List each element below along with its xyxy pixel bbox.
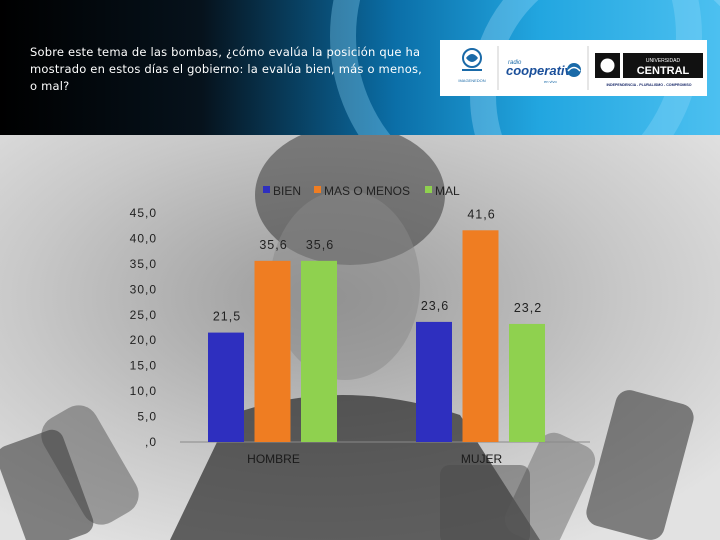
radio-sub-label: en vivo [544,79,557,84]
question-text: Sobre este tema de las bombas, ¿cómo eva… [30,45,423,93]
y-tick-label: 25,0 [130,308,157,322]
data-label: 41,6 [467,207,495,221]
left-logo: IMAGENEDON [458,48,486,83]
photo-microphone-shape [0,429,94,540]
univ-top-label: UNIVERSIDAD [646,58,681,64]
legend-swatch [425,186,432,193]
logos: IMAGENEDON radio cooperativa en vivo UNI… [458,46,703,90]
bar-mal [509,323,545,442]
y-tick-label: ,0 [145,435,157,449]
bar-bien [208,332,244,442]
radio-name: cooperativa [506,63,579,78]
x-category-label: MUJER [461,452,503,466]
bar-bien [416,321,452,442]
legend-label: MAL [435,184,460,198]
y-tick-label: 45,0 [130,206,157,220]
y-tick-label: 10,0 [130,384,157,398]
legend-label: MAS O MENOS [324,184,410,198]
y-tick-label: 40,0 [130,231,157,245]
data-label: 21,5 [213,310,241,324]
bar-mal [301,260,337,442]
y-tick-label: 30,0 [130,282,157,296]
y-tick-label: 15,0 [130,359,157,373]
univ-name: CENTRAL [637,65,690,77]
header-banner: Sobre este tema de las bombas, ¿cómo eva… [0,0,720,135]
background-photo [0,135,720,540]
univ-motto: INDEPENDENCIA - PLURALISMO - COMPROMISO [606,83,691,87]
photo-microphone-shape [41,405,139,525]
bar-mas-o-menos [462,230,499,442]
legend-swatch [314,186,321,193]
y-tick-label: 35,0 [130,257,157,271]
y-tick-label: 20,0 [130,333,157,347]
radio-small-label: radio [508,60,522,66]
legend-swatch [263,186,270,193]
x-category-label: HOMBRE [247,452,300,466]
radio-circle-icon [567,63,581,77]
data-label: 35,6 [306,238,334,252]
left-logo-label: IMAGENEDON [458,78,485,83]
data-label: 23,6 [421,299,449,313]
universidad-central-logo: UNIVERSIDAD CENTRAL INDEPENDENCIA - PLUR… [595,53,703,87]
photo-microphone-shape [440,465,530,540]
y-tick-label: 5,0 [137,410,157,424]
legend-label: BIEN [273,184,301,198]
logo-strip: IMAGENEDON radio cooperativa en vivo UNI… [440,40,707,96]
photo-microphone-shape [586,390,694,540]
data-label: 23,2 [514,301,542,315]
data-label: 35,6 [259,238,287,252]
bar-mas-o-menos [254,260,291,442]
radio-cooperativa-logo: radio cooperativa en vivo [506,60,581,84]
